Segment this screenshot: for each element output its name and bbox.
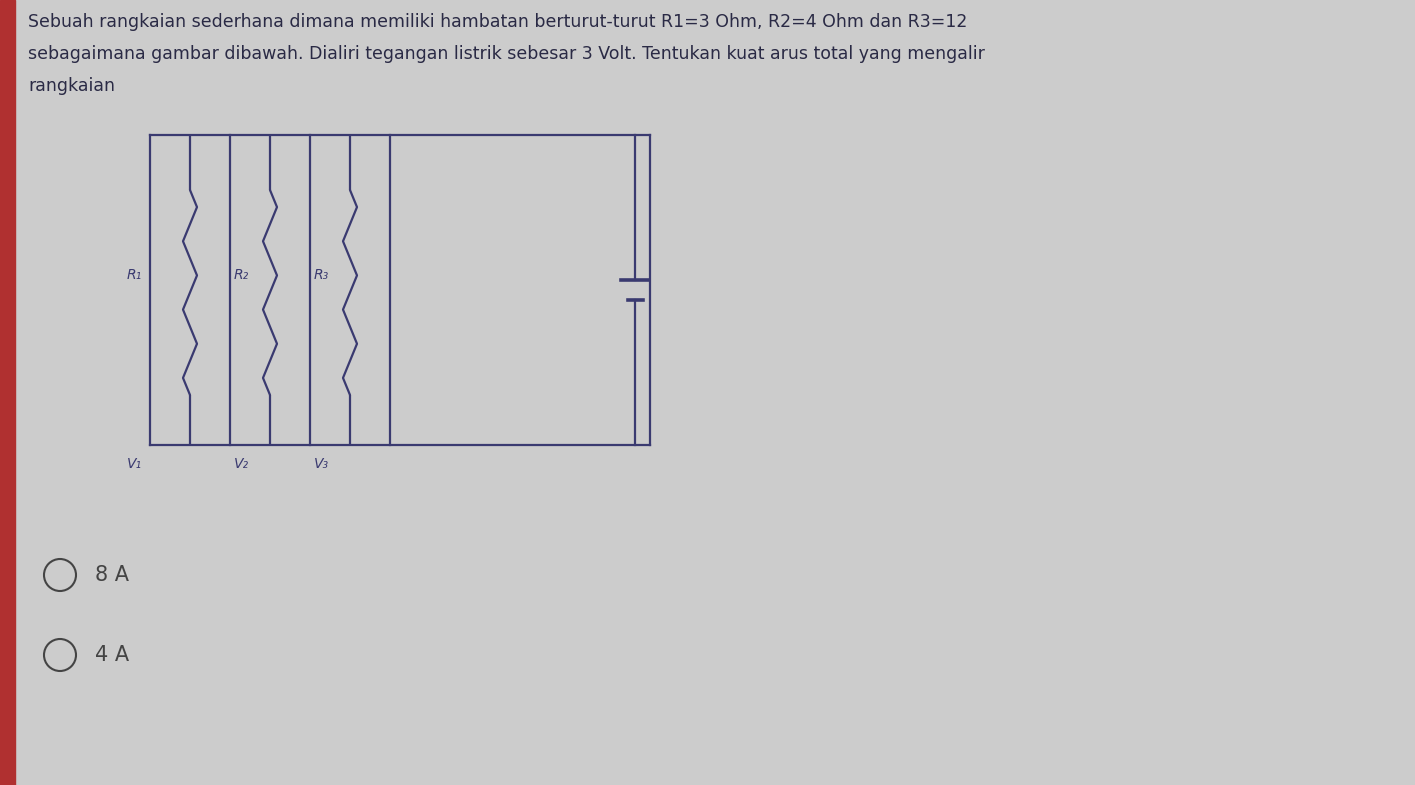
Text: 8 A: 8 A xyxy=(95,565,129,585)
Text: rangkaian: rangkaian xyxy=(28,77,115,95)
Text: R₃: R₃ xyxy=(314,268,330,282)
Text: R₂: R₂ xyxy=(233,268,249,282)
Bar xyxy=(0,0,16,785)
Text: sebagaimana gambar dibawah. Dialiri tegangan listrik sebesar 3 Volt. Tentukan ku: sebagaimana gambar dibawah. Dialiri tega… xyxy=(28,45,985,63)
Text: 4 A: 4 A xyxy=(95,645,129,665)
Text: V₂: V₂ xyxy=(233,457,249,471)
Text: V₁: V₁ xyxy=(127,457,142,471)
Text: V₃: V₃ xyxy=(314,457,330,471)
Text: Sebuah rangkaian sederhana dimana memiliki hambatan berturut-turut R1=3 Ohm, R2=: Sebuah rangkaian sederhana dimana memili… xyxy=(28,13,968,31)
Text: R₁: R₁ xyxy=(127,268,142,282)
